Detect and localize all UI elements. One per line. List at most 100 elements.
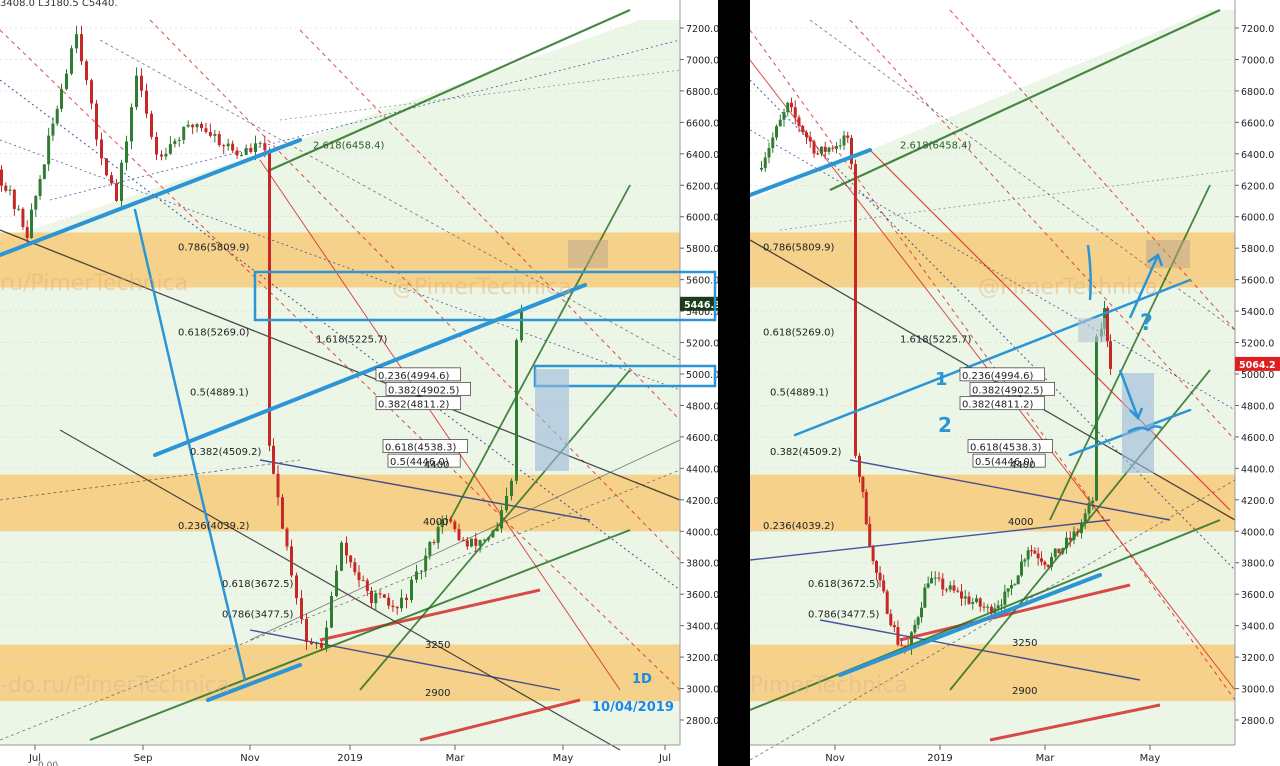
watermark: @PimerTechnica [392, 275, 572, 300]
x-tick-label: May [1140, 753, 1161, 764]
left-chart-svg: 2.618(6458.4) 0.786(5809.9) 0.618(5269.0) 1… [0, 0, 718, 766]
candle-body [986, 606, 990, 608]
candle-body [70, 48, 73, 74]
watermark: @PimerTechnica [978, 275, 1158, 300]
candle-body [249, 147, 253, 152]
candle-body [155, 136, 158, 155]
candle-body [771, 137, 775, 149]
candle-body [453, 521, 457, 530]
candle-body [952, 585, 956, 591]
trend-line [249, 629, 561, 691]
candle-body [816, 153, 820, 155]
candle-body [910, 632, 913, 648]
candle-body [30, 209, 33, 239]
candle-body [160, 154, 163, 157]
blue-trendline [0, 138, 302, 257]
fib-label: 0.382(4902.5) [388, 385, 460, 396]
y-tick-label: 6000.0 [686, 213, 718, 224]
fib-label: 0.618(5269.0) [178, 328, 250, 339]
y-tick-label: 4800.0 [686, 401, 718, 412]
x-tick-label: 2019 [337, 753, 362, 764]
candle-body [177, 139, 181, 141]
candle-body [235, 150, 239, 156]
x-tick-label: 2019 [927, 753, 952, 764]
candle-body [80, 34, 83, 62]
annotation-question: ? [1140, 311, 1153, 336]
candle-body [436, 527, 440, 543]
candle-body [391, 605, 395, 608]
candle-body [945, 589, 948, 591]
candle-body [400, 597, 403, 609]
y-tick-label: 4000.0 [686, 527, 718, 538]
trend-line [750, 519, 1221, 711]
candle-body [370, 590, 373, 604]
candle-body [868, 524, 872, 547]
candle-body [130, 107, 133, 142]
y-tick-label: 7200.0 [686, 24, 718, 35]
candle-body [1020, 561, 1023, 576]
candle-body [982, 606, 986, 608]
trend-line [59, 429, 621, 751]
y-tick-label: 5800.0 [686, 244, 718, 255]
candle-body [923, 587, 927, 608]
trend-line [0, 469, 681, 741]
candle-body [963, 596, 967, 599]
candle-body [65, 73, 68, 90]
fib-label: 0.618(5269.0) [763, 328, 835, 339]
candle-body [760, 167, 763, 170]
blue-trendline [206, 663, 302, 702]
candle-body [1030, 550, 1033, 552]
fib-label: 1.618(5225.7) [316, 335, 388, 346]
candle-body [1068, 537, 1072, 540]
level-label: 2900 [425, 688, 450, 699]
y-tick-label: 4200.0 [686, 496, 718, 507]
y-tick-label: 4000.0 [1241, 527, 1274, 538]
y-tick-label: 4400.0 [686, 464, 718, 475]
y-tick-label: 6600.0 [686, 118, 718, 129]
trend-line [989, 703, 1161, 742]
price-tag-box [680, 296, 718, 311]
level-label: 4400 [1010, 460, 1035, 471]
candle-body [505, 496, 508, 511]
y-tick-label: 5200.0 [1241, 339, 1274, 350]
candle-body [1033, 550, 1037, 554]
candle-body [335, 570, 338, 596]
support-zone-1 [750, 474, 1235, 532]
x-tick-label: Nov [825, 753, 845, 764]
y-tick-label: 4800.0 [1241, 401, 1274, 412]
candle-body [930, 578, 933, 584]
candle-body [12, 189, 16, 209]
candle-body [191, 124, 195, 128]
watermark: -do.ru/PimerTechnica [0, 673, 230, 698]
level-label: 4000 [423, 517, 448, 528]
candle-body [470, 538, 473, 547]
candle-body [150, 113, 153, 137]
fib-label: 2.618(6458.4) [313, 141, 385, 152]
candle-body [330, 595, 333, 628]
candle-body [960, 591, 963, 599]
y-tick-label: 6200.0 [1241, 181, 1274, 192]
candle-body [1091, 500, 1095, 503]
candle-body [47, 135, 51, 165]
candle-body [145, 90, 148, 114]
x-tick-label: Jul [658, 753, 671, 764]
candle-body [500, 510, 503, 529]
resistance-box [253, 270, 717, 322]
candle-body [244, 147, 248, 156]
candle-body [978, 598, 982, 607]
candle-body [34, 195, 38, 210]
price-axis [680, 0, 718, 766]
trend-line [299, 29, 681, 421]
candle-body [850, 137, 853, 165]
fib-label-box [959, 367, 1045, 382]
trend-line [750, 519, 1111, 561]
candle-body [487, 537, 491, 540]
candle-body [1026, 550, 1030, 560]
price-tag: 5064.2 [1239, 360, 1276, 371]
candle-body [365, 580, 369, 591]
fib-label: 0.382(4902.5) [972, 385, 1044, 396]
candle-body [85, 61, 88, 81]
y-tick-label: 5400.0 [1241, 307, 1274, 318]
x-tick-label: Mar [446, 753, 466, 764]
candle-body [300, 598, 303, 619]
